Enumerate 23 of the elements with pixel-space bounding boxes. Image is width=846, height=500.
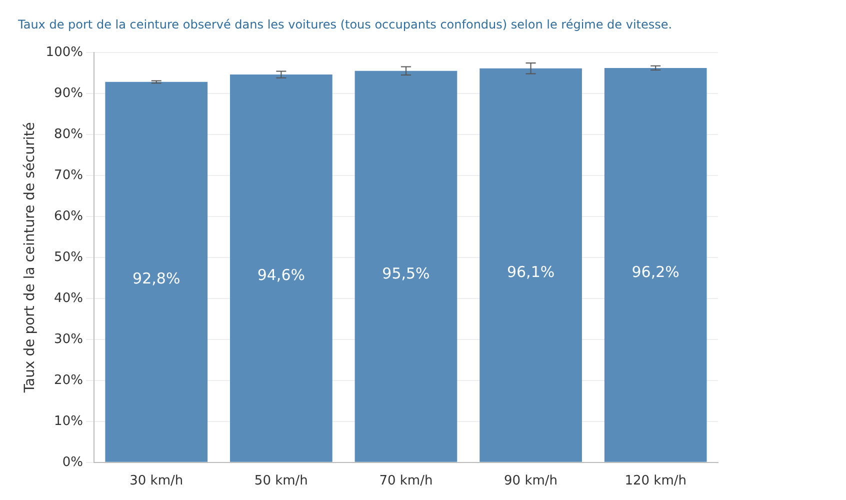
y-axis-title: Taux de port de la ceinture de sécurité xyxy=(22,122,38,394)
y-tick-label: 30% xyxy=(54,332,83,347)
data-label: 92,8% xyxy=(132,270,180,288)
y-tick-label: 60% xyxy=(54,208,83,224)
y-tick-label: 100% xyxy=(46,44,83,60)
data-label: 94,6% xyxy=(257,266,306,284)
y-tick-label: 80% xyxy=(54,126,83,142)
y-tick-label: 20% xyxy=(54,372,83,388)
y-tick-label: 50% xyxy=(54,250,83,265)
data-label: 96,1% xyxy=(506,263,555,282)
y-tick-label: 70% xyxy=(54,168,83,183)
y-tick-label: 40% xyxy=(54,290,83,306)
y-tick-label: 90% xyxy=(54,86,83,101)
x-tick-label: 120 km/h xyxy=(624,474,686,489)
x-tick-label: 50 km/h xyxy=(254,474,308,489)
chart-title: Taux de port de la ceinture observé dans les voitures (tous occupants confondus) selon le régime de vitesse. xyxy=(17,17,672,32)
x-tick-label: 90 km/h xyxy=(504,474,558,489)
x-tick-label: 30 km/h xyxy=(130,474,184,489)
y-tick-label: 10% xyxy=(54,414,83,429)
x-tick-label: 70 km/h xyxy=(379,474,433,489)
data-label: 95,5% xyxy=(382,264,430,282)
y-tick-label: 0% xyxy=(62,454,83,470)
data-label: 96,2% xyxy=(632,262,680,281)
